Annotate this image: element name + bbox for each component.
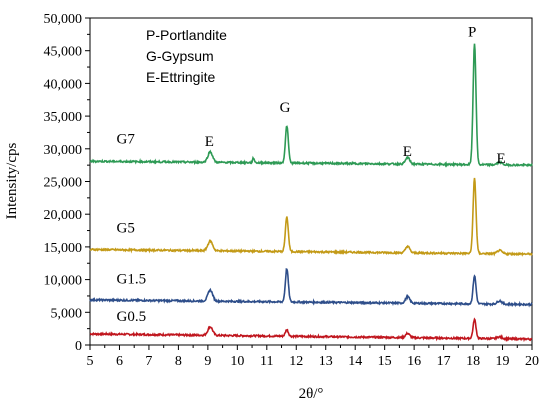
x-axis: 5 6 7 8 9 10 11 12 13 14 15 16 17 18 19 20 [87,345,539,369]
peak-label: E [205,134,214,150]
x-tick-label: 9 [204,354,211,369]
plot-area [89,17,533,346]
x-tick-label: 12 [289,354,303,369]
y-tick-label: 15,000 [44,241,83,256]
series-label: G1.5 [117,272,147,288]
x-tick-label: 10 [230,354,244,369]
x-tick-label: 17 [437,354,451,369]
annotations: G7 G5 G1.5 G0.5 E G E P E [117,24,506,324]
peak-label: E [496,151,505,167]
series-line-G7 [89,43,533,168]
legend-entry: P-Portlandite [146,27,227,43]
series-line-G0-5 [89,317,533,343]
y-tick-label: 5,000 [51,306,83,321]
series-label: G0.5 [117,309,147,325]
x-tick-label: 20 [525,354,539,369]
legend: P-Portlandite G-Gypsum E-Ettringite [146,27,227,85]
series-line-G5 [89,177,533,257]
y-tick-label: 45,000 [44,45,83,60]
x-tick-label: 15 [378,354,392,369]
peak-label: P [468,24,476,40]
y-tick-label: 40,000 [44,77,83,92]
y-tick-label: 35,000 [44,110,83,125]
series-line-G1-5 [89,267,533,308]
y-tick-label: 30,000 [44,143,83,158]
x-tick-label: 18 [466,354,480,369]
x-tick-label: 13 [319,354,333,369]
peak-label: E [403,144,412,160]
x-tick-label: 19 [496,354,510,369]
legend-entry: G-Gypsum [146,48,214,64]
x-tick-label: 16 [407,354,421,369]
x-tick-label: 8 [175,354,182,369]
series-label: G5 [117,221,135,237]
peak-label: G [280,100,291,116]
y-tick-label: 25,000 [44,176,83,191]
series-lines [89,43,533,343]
x-tick-label: 11 [260,354,273,369]
x-axis-title: 2θ/° [299,386,324,402]
y-tick-label: 20,000 [44,208,83,223]
y-axis: 0 5,000 10,000 15,000 20,000 25,000 30,000 35,0… [44,12,90,354]
y-axis-title: Intensity/cps [4,143,20,220]
x-tick-label: 7 [145,354,152,369]
x-tick-label: 6 [116,354,123,369]
x-tick-label: 14 [348,354,362,369]
series-label: G7 [117,132,136,148]
legend-entry: E-Ettringite [146,69,215,85]
y-tick-label: 0 [75,339,82,354]
y-tick-label: 10,000 [44,274,83,289]
x-tick-label: 5 [87,354,94,369]
y-tick-label: 50,000 [44,12,83,27]
